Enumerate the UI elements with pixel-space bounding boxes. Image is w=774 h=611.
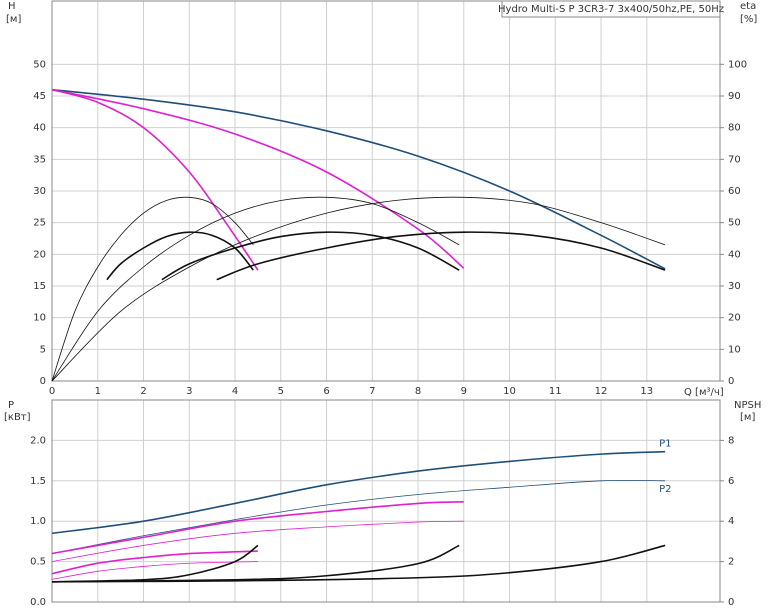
y-axis-label: H [8, 1, 16, 12]
x-axis-label: Q [м³/ч] [684, 387, 724, 398]
chart-title: Hydro Multi-S P 3CR3-7 3x400/50hz,PE, 50… [498, 4, 724, 15]
y-tick-label: 0.5 [30, 557, 46, 568]
y-tick-label: 5 [40, 344, 46, 355]
y-tick-label: 30 [33, 186, 46, 197]
title-frame [501, 0, 721, 18]
curve [51, 88, 259, 271]
x-tick-label: 3 [186, 386, 192, 397]
curve [51, 88, 666, 270]
x-tick-label: 4 [232, 386, 238, 397]
y2-tick-label: 100 [728, 59, 747, 70]
y2-tick-label: 6 [728, 476, 734, 487]
x-tick-label: 10 [503, 386, 516, 397]
y-tick-label: 2.0 [30, 435, 46, 446]
plot-frame [51, 0, 721, 382]
curve [51, 550, 258, 575]
x-tick-label: 0 [49, 386, 55, 397]
y-tick-label: 50 [33, 59, 46, 70]
y-tick-label: 15 [33, 281, 46, 292]
y2-tick-label: 20 [728, 313, 741, 324]
curve [51, 520, 464, 562]
series-label: P1 [659, 439, 671, 450]
y-axis-unit: [м] [6, 14, 21, 25]
y2-tick-label: 30 [728, 281, 741, 292]
y2-tick-label: 60 [728, 186, 741, 197]
y-tick-label: 1.5 [30, 476, 46, 487]
y2-tick-label: 10 [728, 344, 741, 355]
y-tick-label: 0 [40, 376, 46, 387]
curve [51, 196, 666, 382]
y2-tick-label: 0 [728, 376, 734, 387]
y2-tick-label: 8 [728, 435, 734, 446]
x-tick-label: 11 [549, 386, 562, 397]
plot-frame [51, 399, 721, 603]
series-label: P2 [659, 484, 671, 495]
y2-axis-label: eta [740, 1, 756, 12]
y-tick-label: 20 [33, 249, 46, 260]
x-tick-label: 12 [595, 386, 608, 397]
y-tick-label: 45 [33, 91, 46, 102]
y-axis-label: P [8, 400, 14, 411]
y2-tick-label: 70 [728, 154, 741, 165]
y-tick-label: 40 [33, 123, 46, 134]
y2-tick-label: 0 [728, 597, 734, 608]
y2-tick-label: 80 [728, 123, 741, 134]
curve [51, 501, 464, 555]
curve [51, 544, 259, 583]
x-tick-label: 7 [369, 386, 375, 397]
curve [51, 88, 465, 269]
y2-axis-label: NPSH [734, 400, 761, 411]
title-box: Hydro Multi-S P 3CR3-7 3x400/50hz,PE, 50… [498, 0, 724, 18]
y-tick-label: 1.0 [30, 516, 46, 527]
curve [51, 479, 666, 554]
x-tick-label: 9 [461, 386, 467, 397]
y2-tick-label: 90 [728, 91, 741, 102]
x-tick-label: 1 [95, 386, 101, 397]
x-tick-label: 8 [415, 386, 421, 397]
y-tick-label: 25 [33, 218, 46, 229]
y2-tick-label: 40 [728, 249, 741, 260]
y-tick-label: 10 [33, 313, 46, 324]
x-tick-label: 13 [640, 386, 653, 397]
curve [51, 544, 460, 583]
curve [51, 561, 258, 580]
x-tick-label: 5 [278, 386, 284, 397]
x-tick-label: 2 [140, 386, 146, 397]
curve [51, 450, 666, 535]
curve [51, 196, 254, 382]
curve [216, 231, 666, 281]
curve [51, 196, 460, 382]
curve [106, 231, 254, 281]
y2-tick-label: 4 [728, 516, 734, 527]
y2-tick-label: 2 [728, 557, 734, 568]
curve [161, 231, 460, 281]
y-axis-unit: [кВт] [4, 412, 31, 423]
y-tick-label: 35 [33, 154, 46, 165]
y2-tick-label: 50 [728, 218, 741, 229]
y2-axis-unit: [м] [740, 412, 755, 423]
y2-axis-unit: [%] [740, 14, 757, 25]
y-tick-label: 0.0 [30, 597, 46, 608]
x-tick-label: 6 [323, 386, 329, 397]
